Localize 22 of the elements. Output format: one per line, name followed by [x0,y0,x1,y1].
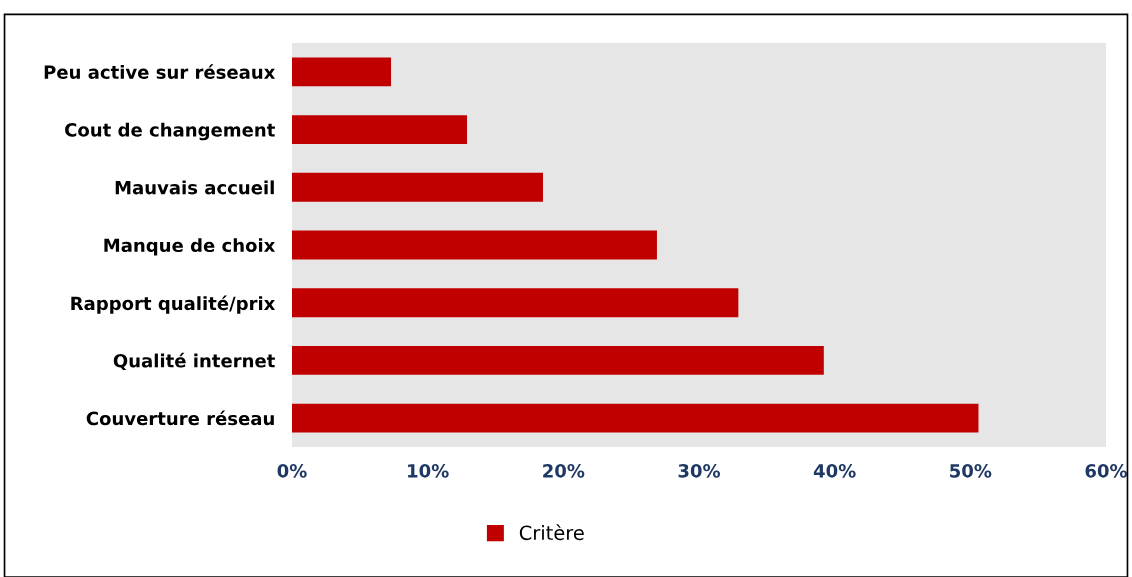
legend-label: Critère [519,524,584,541]
y-tick-label: Qualité internet [113,352,275,370]
bar [292,115,468,144]
bar [292,230,657,260]
x-tick-label: 30% [678,463,721,478]
x-tick-label: 10% [408,463,449,478]
bar [292,172,543,202]
y-tick-label: Rapport qualité/prix [71,295,276,314]
y-tick-label: Mauvais accueil [115,180,274,195]
x-tick-label: 60% [1085,463,1128,478]
x-tick-label: 40% [813,463,856,478]
bar [292,288,739,318]
x-tick-label: 20% [543,463,585,478]
x-tick-label: 0% [277,463,307,478]
x-tick-label: 50% [950,463,992,478]
y-tick-label: Manque de choix [104,238,276,256]
bar [292,57,392,87]
y-tick-label: Peu active sur réseaux [44,64,276,79]
bar [292,403,979,433]
y-tick-label: Couverture réseau [86,410,274,426]
y-tick-label: Cout de changement [65,122,275,141]
bar [292,346,824,375]
